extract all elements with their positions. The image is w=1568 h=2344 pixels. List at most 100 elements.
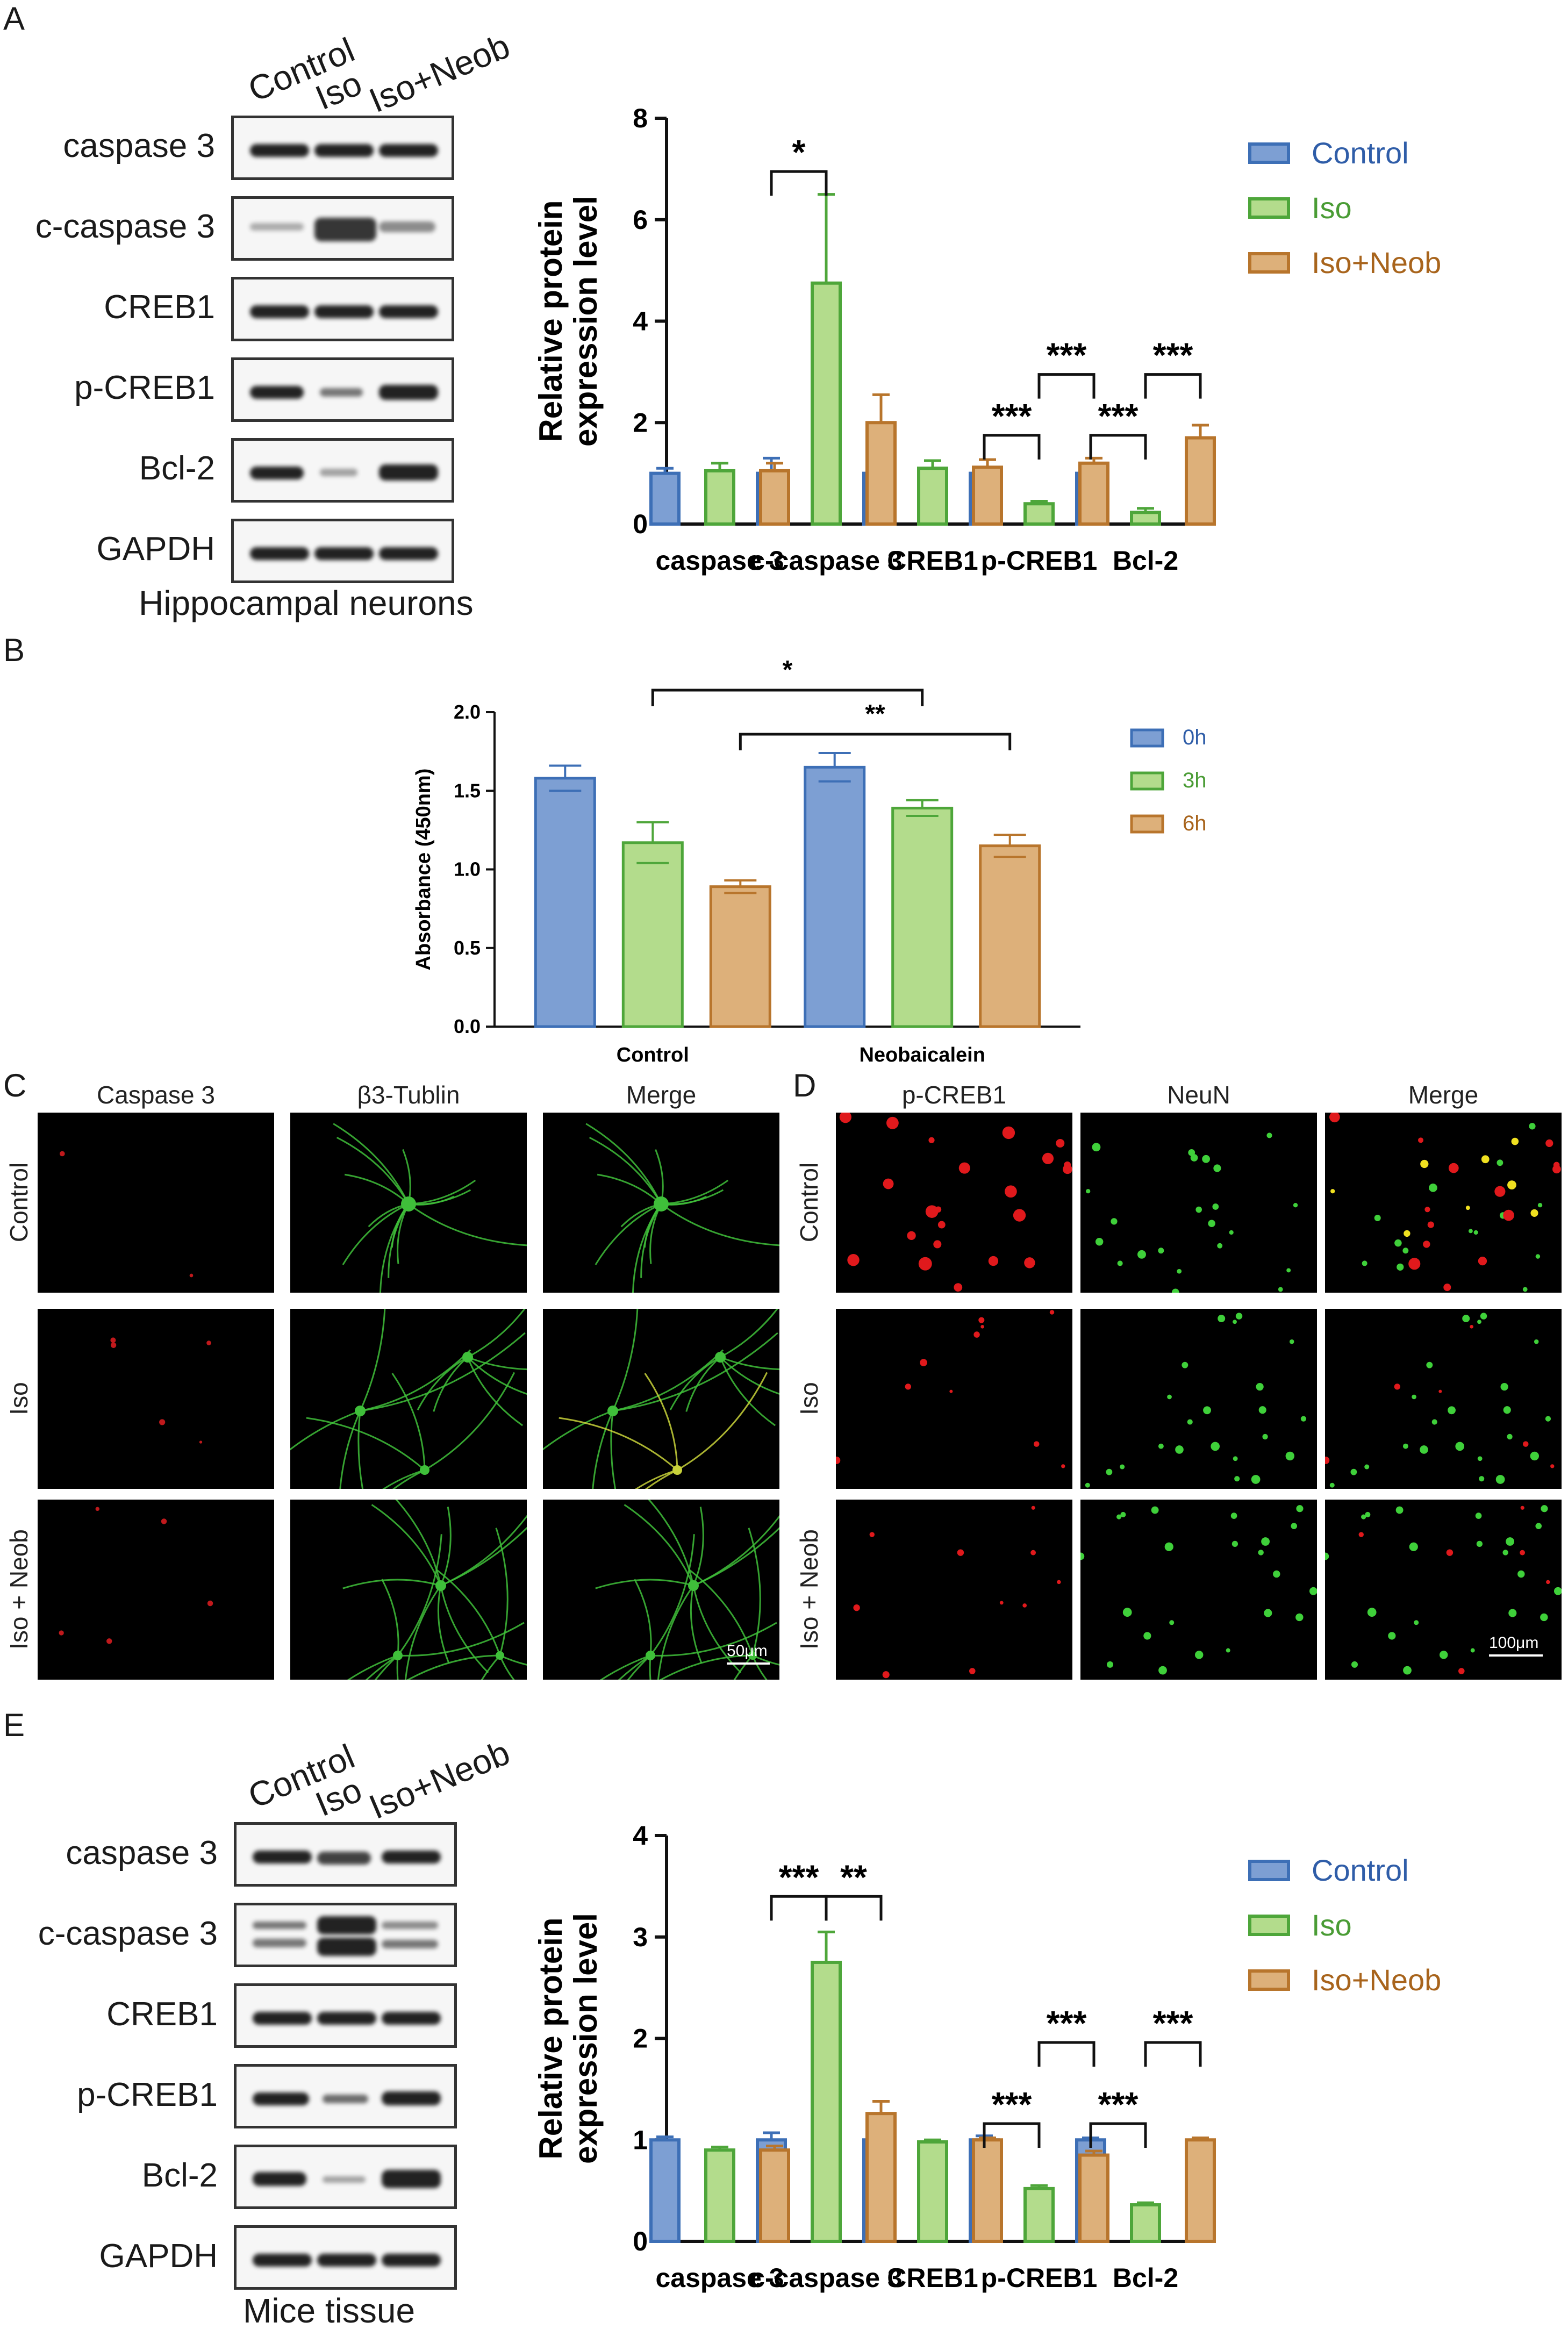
blot-row-label: GAPDH [99, 2238, 218, 2275]
micrograph-neun [1080, 1113, 1317, 1293]
blot-row-label: CREB1 [106, 1996, 218, 2033]
bar [1185, 2138, 1216, 2243]
y-tick-label: 4 [633, 306, 648, 336]
bar [972, 465, 1003, 526]
y-tick-label: 2 [633, 2024, 648, 2054]
y-tick-label: 0.0 [454, 1015, 481, 1037]
blot-caption: Mice tissue [243, 2291, 416, 2330]
blot-band-strip [231, 116, 454, 180]
blot-row-label: c-caspase 3 [35, 208, 215, 245]
panel-letter-b: B [3, 632, 25, 668]
blot-band-strip [231, 277, 454, 341]
lane-label-iso-neob: Iso+Neob [363, 1733, 515, 1827]
x-tick-label: caspase 3 [655, 2263, 784, 2293]
significance-bracket [739, 733, 1012, 750]
micrograph-pcreb1 [836, 1113, 1072, 1293]
bar [704, 2148, 735, 2243]
row-label: Control [5, 1162, 33, 1243]
column-header: Caspase 3 [97, 1081, 215, 1109]
micrograph-neun [1080, 1500, 1317, 1680]
blot-band-strip [234, 1903, 457, 1967]
micrograph-pcreb1 [836, 1500, 1072, 1680]
significance-bracket [1037, 373, 1096, 399]
significance-bracket [1144, 2041, 1202, 2067]
row-label: Iso + Neob [795, 1529, 823, 1650]
y-tick-label: 0 [633, 2226, 648, 2256]
significance-label: *** [1153, 2004, 1193, 2042]
bar [865, 421, 897, 526]
lane-label-iso-neob: Iso+Neob [363, 26, 515, 120]
blot-row-label: c-caspase 3 [38, 1915, 218, 1952]
legend-label: Iso+Neob [1312, 1963, 1441, 1997]
significance-bracket [651, 689, 924, 707]
bar [972, 2138, 1003, 2243]
bar [759, 469, 790, 526]
significance-bracket [1037, 2041, 1096, 2067]
significance-label: * [783, 656, 793, 684]
y-tick-label: 1.0 [454, 858, 481, 880]
micrograph-tubulin [290, 1309, 527, 1489]
micrograph-merge [543, 1309, 779, 1489]
row-label: Control [795, 1162, 823, 1243]
blot-row-label: caspase 3 [63, 127, 215, 164]
row-label: Iso [5, 1382, 33, 1415]
y-tick-label: 0 [633, 509, 648, 539]
blot-row-label: Bcl-2 [139, 450, 215, 487]
blot-band-strip [234, 2225, 457, 2290]
legend-swatch [1248, 252, 1290, 274]
micrograph-caspase3 [38, 1113, 274, 1293]
blot-row-label: Bcl-2 [141, 2157, 218, 2194]
bar [811, 1960, 842, 2243]
y-axis-title-line2: expression level [568, 196, 604, 447]
x-tick-label: caspase 3 [655, 546, 784, 576]
bar [1130, 511, 1161, 526]
significance-label: *** [1047, 336, 1087, 375]
y-tick-label: 3 [633, 1922, 648, 1952]
significance-bracket [983, 2122, 1041, 2148]
bar [1023, 502, 1055, 526]
legend-label: Iso+Neob [1312, 246, 1441, 279]
bar [759, 2148, 790, 2243]
x-tick-label: CREB1 [887, 2263, 978, 2293]
x-tick-label: Bcl-2 [1113, 546, 1178, 576]
blot-band-strip [231, 357, 454, 422]
x-tick-label: Neobaicalein [859, 1044, 985, 1066]
bar [709, 885, 771, 1028]
blot-band-strip [234, 1983, 457, 2048]
bar [1078, 461, 1109, 526]
significance-bracket [770, 170, 828, 196]
bar [979, 844, 1041, 1028]
bar [865, 2112, 897, 2243]
y-tick-label: 6 [633, 205, 648, 235]
scale-bar-label: 100μm [1489, 1634, 1539, 1652]
legend-label: Control [1312, 1853, 1409, 1887]
x-tick-label: Control [617, 1044, 689, 1066]
legend-swatch [1248, 142, 1290, 164]
legend-label: 3h [1183, 769, 1207, 792]
y-axis-title-line1: Relative protein [533, 1917, 569, 2159]
blot-band-strip [231, 196, 454, 261]
blot-band-strip [234, 1822, 457, 1887]
micrograph-caspase3 [38, 1500, 274, 1680]
scale-bar [727, 1662, 770, 1665]
blot-row-label: GAPDH [96, 531, 215, 568]
significance-bracket [983, 434, 1041, 460]
blot-band-strip [234, 2064, 457, 2128]
micrograph-merge [543, 1113, 779, 1293]
legend-label: 0h [1183, 726, 1207, 749]
bar [1078, 2153, 1109, 2243]
y-tick-label: 1 [633, 2125, 648, 2155]
legend-label: Iso [1312, 191, 1352, 225]
legend-swatch [1130, 814, 1164, 834]
micrograph-merge [1325, 1113, 1562, 1293]
legend-swatch [1130, 728, 1164, 748]
y-axis-title: Absorbance (450nm) [412, 769, 435, 971]
column-header: β3-Tublin [357, 1081, 460, 1109]
micrograph-neun [1080, 1309, 1317, 1489]
y-tick-label: 4 [633, 1820, 648, 1851]
y-tick-label: 8 [633, 103, 648, 133]
row-label: Iso [795, 1382, 823, 1415]
y-axis-title-line2: expression level [568, 1913, 604, 2164]
y-tick-label: 2.0 [454, 701, 481, 723]
